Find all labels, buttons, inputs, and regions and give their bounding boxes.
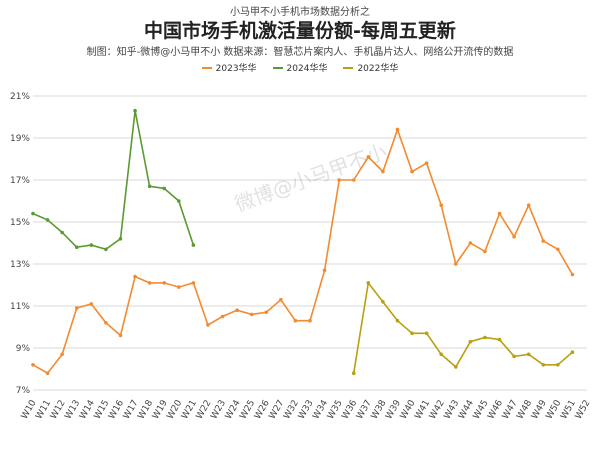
- data-point: [235, 308, 239, 313]
- data-point: [308, 318, 312, 323]
- data-point: [74, 306, 79, 310]
- series-line-0: [32, 127, 574, 375]
- legend-label-2024: 2024华华: [286, 64, 328, 74]
- data-point: [147, 281, 152, 285]
- data-point: [541, 363, 546, 367]
- data-point: [89, 243, 94, 247]
- data-point: [104, 247, 108, 252]
- data-point: [497, 337, 502, 342]
- data-point: [410, 331, 414, 336]
- data-point: [512, 354, 516, 359]
- y-tick-label: 9%: [16, 344, 31, 354]
- data-point: [176, 199, 181, 203]
- data-point: [526, 352, 531, 357]
- data-point: [191, 243, 196, 247]
- legend-swatch-2024: [272, 66, 283, 69]
- data-point: [381, 300, 385, 304]
- data-point: [556, 247, 560, 252]
- data-point: [424, 161, 429, 165]
- y-tick-label: 7%: [16, 386, 31, 396]
- data-point: [133, 108, 137, 113]
- data-point: [468, 241, 473, 245]
- data-point: [483, 335, 487, 340]
- legend-label-2023: 2023华华: [215, 64, 257, 74]
- data-point: [206, 323, 210, 327]
- chart-title: 中国市场手机激活量份额-每周五更新: [144, 20, 456, 42]
- data-point: [381, 169, 385, 174]
- data-point: [395, 318, 400, 323]
- data-point: [45, 218, 50, 222]
- data-point: [497, 211, 502, 216]
- legend-label-2022: 2022华华: [357, 64, 399, 74]
- y-tick-label: 13%: [10, 260, 30, 270]
- data-point: [118, 333, 123, 338]
- data-point: [512, 234, 516, 239]
- data-point: [395, 127, 400, 132]
- data-point: [337, 178, 341, 182]
- legend: 2023华华 2024华华 2022华华: [0, 61, 600, 74]
- y-tick-label: 19%: [10, 134, 30, 144]
- data-point: [118, 237, 123, 241]
- y-tick-label: 17%: [10, 176, 30, 186]
- credit-line: 制图：知乎-微博@小马甲不小 数据来源：智慧芯片案内人、手机晶片达人、网络公开流…: [86, 47, 514, 58]
- data-point: [191, 281, 196, 285]
- data-point: [60, 230, 64, 235]
- data-point: [31, 211, 35, 216]
- data-point: [293, 318, 298, 323]
- data-point: [249, 312, 254, 317]
- series-line-1: [32, 110, 195, 251]
- data-point: [556, 363, 560, 367]
- legend-item-2024: 2024华华: [272, 61, 328, 74]
- data-point: [351, 371, 356, 376]
- legend-swatch-2022: [343, 66, 354, 69]
- y-tick-label: 11%: [10, 302, 30, 312]
- data-point: [424, 331, 429, 336]
- y-tick-label: 21%: [10, 92, 30, 102]
- x-tick-label: W52: [574, 399, 593, 422]
- data-point: [162, 281, 167, 285]
- data-point: [453, 365, 458, 369]
- data-point: [220, 314, 225, 319]
- data-point: [410, 169, 414, 174]
- data-point: [439, 203, 444, 207]
- data-point: [453, 262, 458, 266]
- series-line-2: [352, 280, 573, 374]
- data-point: [570, 272, 575, 277]
- data-point: [74, 245, 79, 249]
- data-point: [176, 285, 181, 289]
- data-point: [45, 371, 50, 376]
- data-point: [322, 268, 327, 273]
- data-point: [439, 352, 444, 357]
- top-caption: 小马甲不小手机市场数据分析之: [230, 7, 370, 18]
- data-point: [264, 310, 269, 315]
- legend-swatch-2023: [201, 66, 212, 69]
- data-point: [89, 302, 94, 306]
- data-point: [351, 178, 356, 182]
- data-point: [279, 297, 283, 302]
- data-point: [60, 352, 64, 357]
- legend-item-2022: 2022华华: [343, 61, 398, 74]
- data-point: [541, 239, 546, 243]
- data-point: [468, 339, 473, 344]
- data-point: [570, 350, 575, 355]
- data-point: [147, 184, 152, 189]
- y-tick-label: 15%: [10, 218, 30, 228]
- data-point: [366, 281, 371, 285]
- data-point: [104, 321, 108, 325]
- data-point: [31, 363, 35, 367]
- legend-item-2023: 2023华华: [201, 61, 257, 74]
- data-point: [133, 274, 137, 279]
- data-point: [526, 203, 531, 207]
- data-point: [483, 249, 487, 254]
- data-point: [162, 186, 167, 191]
- data-point: [366, 155, 371, 159]
